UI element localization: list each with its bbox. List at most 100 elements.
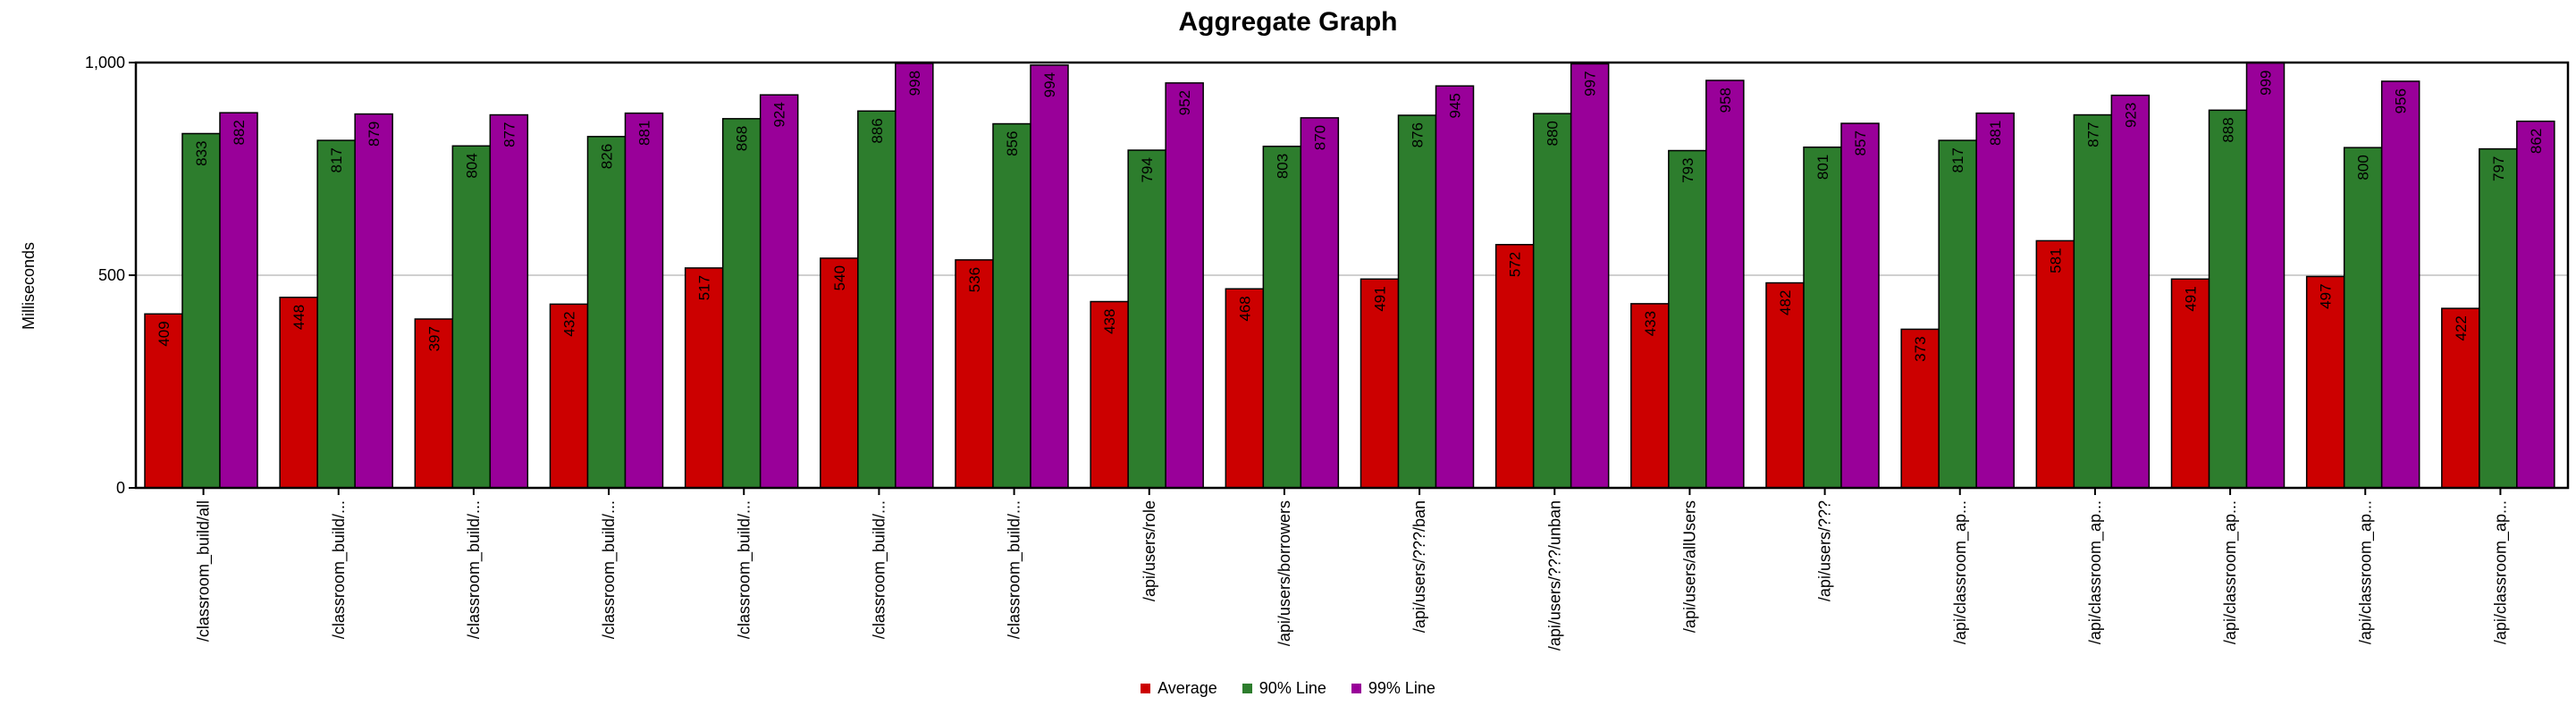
- bar: [1397, 114, 1437, 489]
- bar: [2380, 80, 2420, 489]
- bar: [1668, 149, 1707, 489]
- data-label: 794: [1139, 157, 1156, 182]
- x-tick-label: /api/users/borrowers: [1275, 500, 1293, 646]
- bar: [2208, 109, 2248, 489]
- bar: [2343, 147, 2383, 489]
- legend-swatch: [1242, 684, 1252, 693]
- bar: [181, 132, 221, 489]
- legend-label: 99% Line: [1368, 679, 1435, 697]
- bar: [489, 113, 529, 489]
- data-label: 924: [771, 102, 788, 127]
- y-tick-label: 1,000: [85, 54, 125, 71]
- x-tick-label: /api/classroom_ap...: [2086, 500, 2105, 644]
- x-tick-label: /classroom_build/...: [735, 500, 753, 639]
- bar: [2110, 94, 2151, 489]
- bar: [1030, 64, 1069, 489]
- x-tick-label: /api/classroom_ap...: [2356, 500, 2375, 644]
- bar: [451, 145, 492, 489]
- chart-title: Aggregate Graph: [1178, 7, 1398, 37]
- x-tick-label: /classroom_build/...: [600, 500, 619, 639]
- data-label: 800: [2355, 155, 2372, 180]
- bar: [549, 303, 589, 489]
- data-label: 826: [599, 144, 616, 169]
- data-label: 888: [2220, 117, 2237, 142]
- data-label: 879: [366, 122, 383, 147]
- bar: [316, 139, 356, 489]
- bar: [1360, 278, 1400, 489]
- x-tick-label: /classroom_build/all: [195, 500, 214, 642]
- bar: [1262, 146, 1302, 489]
- bar: [2441, 307, 2480, 489]
- bar: [2245, 62, 2286, 489]
- bar: [820, 257, 859, 489]
- data-label: 797: [2490, 156, 2507, 181]
- x-tick-label: /api/users/allUsers: [1680, 500, 1698, 633]
- bar: [2073, 113, 2113, 489]
- data-label: 877: [501, 122, 518, 147]
- bar: [354, 113, 393, 489]
- data-label: 856: [1004, 131, 1021, 156]
- data-label: 876: [1410, 122, 1427, 147]
- bar: [1127, 149, 1166, 489]
- bar: [857, 110, 897, 489]
- data-label: 497: [2318, 283, 2335, 308]
- x-tick-label: /classroom_build/...: [870, 500, 888, 639]
- data-label: 581: [2047, 248, 2064, 273]
- bar: [1975, 112, 2015, 489]
- data-label: 536: [966, 267, 983, 292]
- legend-swatch: [1351, 684, 1361, 693]
- bar: [1435, 85, 1475, 489]
- bar: [1532, 113, 1572, 489]
- bar: [1840, 122, 1880, 489]
- data-label: 793: [1679, 158, 1696, 183]
- data-label: 540: [831, 265, 848, 290]
- y-axis-label: Milliseconds: [20, 242, 38, 330]
- data-label: 862: [2528, 129, 2545, 154]
- bar: [1630, 303, 1670, 489]
- x-tick-label: /api/classroom_ap...: [2221, 500, 2240, 644]
- data-label: 833: [193, 140, 210, 165]
- bar: [1570, 63, 1610, 489]
- x-tick-label: /api/classroom_ap...: [1951, 500, 1970, 644]
- data-label: 801: [1814, 155, 1831, 180]
- data-label: 952: [1176, 90, 1193, 115]
- bar: [1300, 117, 1340, 489]
- legend-label: 90% Line: [1259, 679, 1326, 697]
- bar: [955, 259, 994, 489]
- legend-swatch: [1141, 684, 1151, 693]
- data-label: 868: [734, 126, 751, 151]
- bar: [1900, 328, 1940, 489]
- data-label: 817: [1949, 147, 1966, 172]
- bar: [1705, 80, 1745, 489]
- bar: [2035, 239, 2075, 489]
- data-label: 373: [1912, 336, 1929, 361]
- bar: [219, 112, 258, 489]
- bars: [144, 62, 2555, 489]
- data-label: 422: [2453, 315, 2470, 340]
- data-label: 803: [1274, 154, 1291, 179]
- x-tick-label: /api/users/???/unban: [1545, 500, 1563, 651]
- bar: [586, 136, 627, 489]
- data-label: 945: [1447, 93, 1464, 118]
- legend-label: Average: [1158, 679, 1217, 697]
- x-tick-label: /classroom_build/...: [1006, 500, 1024, 639]
- bar: [895, 63, 934, 489]
- bar: [1938, 139, 1977, 489]
- x-tick-label: /api/classroom_ap...: [2491, 500, 2510, 644]
- x-tick-label: /classroom_build/...: [330, 500, 349, 639]
- data-label: 956: [2393, 88, 2410, 113]
- data-label: 886: [869, 118, 886, 143]
- data-label: 999: [2258, 70, 2275, 95]
- legend-item: Average: [1141, 679, 1217, 698]
- data-label: 923: [2122, 103, 2139, 128]
- bar: [624, 112, 664, 489]
- data-label: 958: [1717, 88, 1734, 113]
- y-tick-label: 500: [98, 266, 125, 284]
- bar: [144, 313, 183, 489]
- x-tick-label: /classroom_build/...: [465, 500, 484, 639]
- legend: Average 90% Line 99% Line: [0, 679, 2576, 698]
- data-label: 448: [290, 305, 307, 330]
- data-label: 994: [1041, 72, 1058, 97]
- data-label: 409: [156, 321, 173, 346]
